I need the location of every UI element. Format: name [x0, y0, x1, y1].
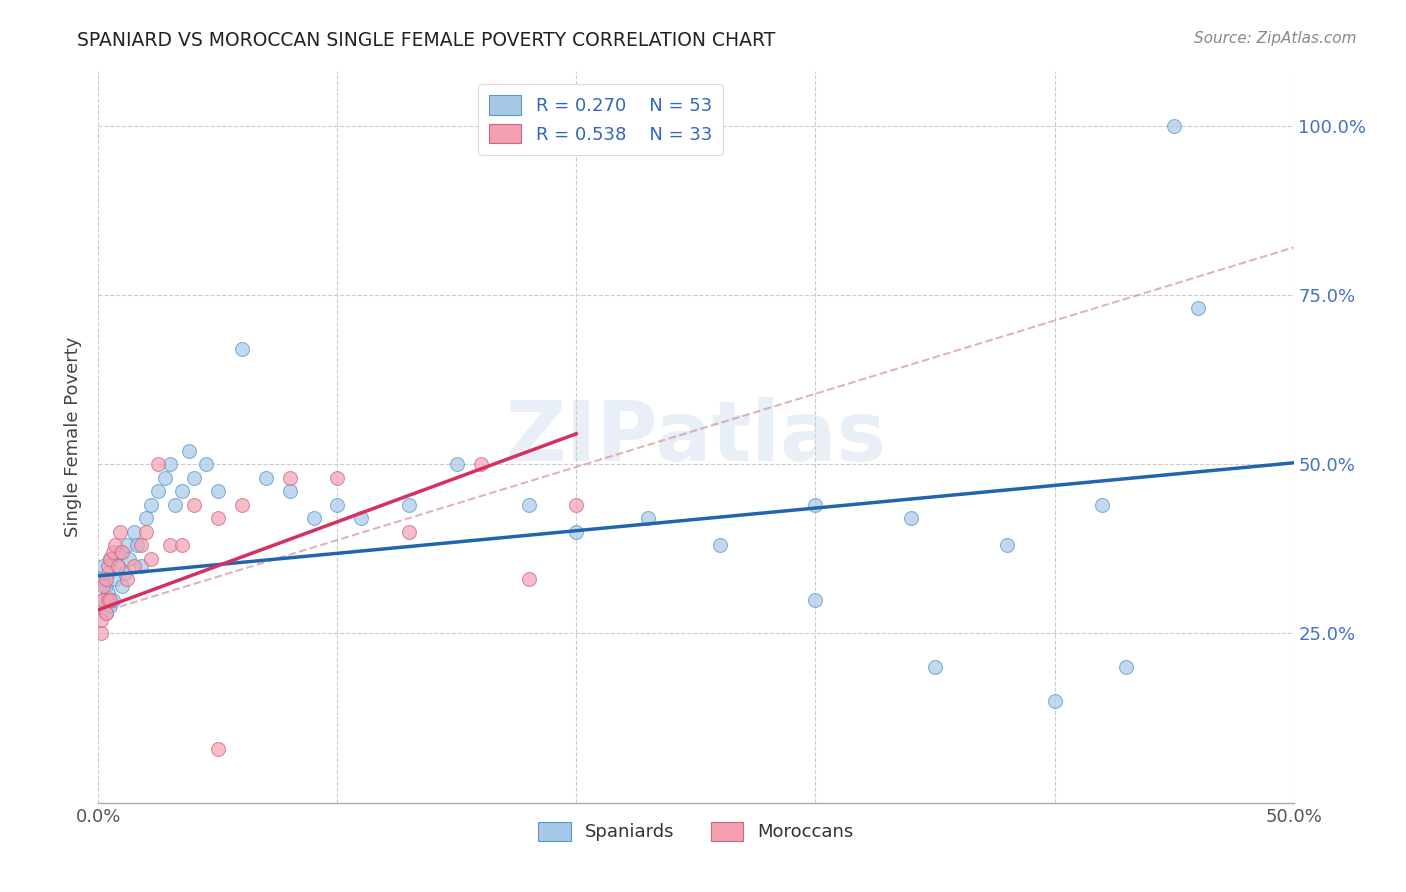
Point	[207, 511, 229, 525]
Point	[101, 592, 124, 607]
Point	[124, 558, 146, 573]
Point	[565, 498, 588, 512]
Point	[207, 741, 229, 756]
Point	[159, 457, 181, 471]
Text: Source: ZipAtlas.com: Source: ZipAtlas.com	[1194, 31, 1357, 46]
Point	[804, 592, 827, 607]
Point	[97, 586, 120, 600]
Point	[163, 498, 186, 512]
Point	[326, 471, 349, 485]
Point	[159, 538, 181, 552]
Point	[107, 558, 129, 573]
Point	[98, 592, 122, 607]
Point	[131, 558, 153, 573]
Point	[104, 572, 127, 586]
Point	[350, 511, 373, 525]
Point	[94, 606, 117, 620]
Point	[172, 538, 194, 552]
Point	[98, 552, 122, 566]
Point	[302, 511, 325, 525]
Point	[709, 538, 731, 552]
Point	[91, 592, 114, 607]
Point	[139, 498, 162, 512]
Point	[124, 524, 146, 539]
Point	[115, 572, 138, 586]
Point	[104, 538, 127, 552]
Point	[101, 545, 124, 559]
Point	[183, 498, 205, 512]
Point	[90, 626, 112, 640]
Point	[995, 538, 1018, 552]
Text: SPANIARD VS MOROCCAN SINGLE FEMALE POVERTY CORRELATION CHART: SPANIARD VS MOROCCAN SINGLE FEMALE POVER…	[77, 31, 776, 50]
Point	[131, 538, 153, 552]
Point	[900, 511, 922, 525]
Point	[207, 484, 229, 499]
Point	[172, 484, 194, 499]
Point	[94, 579, 117, 593]
Point	[97, 558, 120, 573]
Point	[231, 498, 253, 512]
Point	[98, 599, 122, 614]
Point	[118, 552, 141, 566]
Point	[470, 457, 492, 471]
Point	[517, 572, 540, 586]
Point	[125, 538, 148, 552]
Point	[398, 524, 420, 539]
Point	[1115, 660, 1137, 674]
Point	[111, 579, 134, 593]
Point	[155, 471, 177, 485]
Point	[108, 524, 131, 539]
Point	[97, 592, 120, 607]
Text: ZIPatlas: ZIPatlas	[506, 397, 886, 477]
Point	[91, 579, 114, 593]
Point	[637, 511, 659, 525]
Point	[111, 545, 134, 559]
Point	[90, 572, 112, 586]
Point	[148, 457, 170, 471]
Point	[90, 613, 112, 627]
Point	[517, 498, 540, 512]
Point	[565, 524, 588, 539]
Point	[398, 498, 420, 512]
Point	[135, 511, 157, 525]
Point	[804, 498, 827, 512]
Point	[183, 471, 205, 485]
Point	[254, 471, 277, 485]
Point	[326, 498, 349, 512]
Point	[139, 552, 162, 566]
Point	[135, 524, 157, 539]
Point	[91, 558, 114, 573]
Point	[114, 566, 136, 580]
Point	[94, 572, 117, 586]
Point	[278, 471, 301, 485]
Point	[94, 606, 117, 620]
Point	[446, 457, 468, 471]
Point	[1091, 498, 1114, 512]
Point	[1163, 119, 1185, 133]
Point	[97, 566, 120, 580]
Point	[1043, 694, 1066, 708]
Point	[195, 457, 218, 471]
Point	[107, 558, 129, 573]
Y-axis label: Single Female Poverty: Single Female Poverty	[65, 337, 83, 537]
Point	[108, 545, 131, 559]
Point	[924, 660, 946, 674]
Point	[148, 484, 170, 499]
Legend: Spaniards, Moroccans: Spaniards, Moroccans	[531, 814, 860, 848]
Point	[115, 538, 138, 552]
Point	[179, 443, 201, 458]
Point	[231, 342, 253, 356]
Point	[1187, 301, 1209, 316]
Point	[91, 592, 114, 607]
Point	[278, 484, 301, 499]
Point	[98, 552, 122, 566]
